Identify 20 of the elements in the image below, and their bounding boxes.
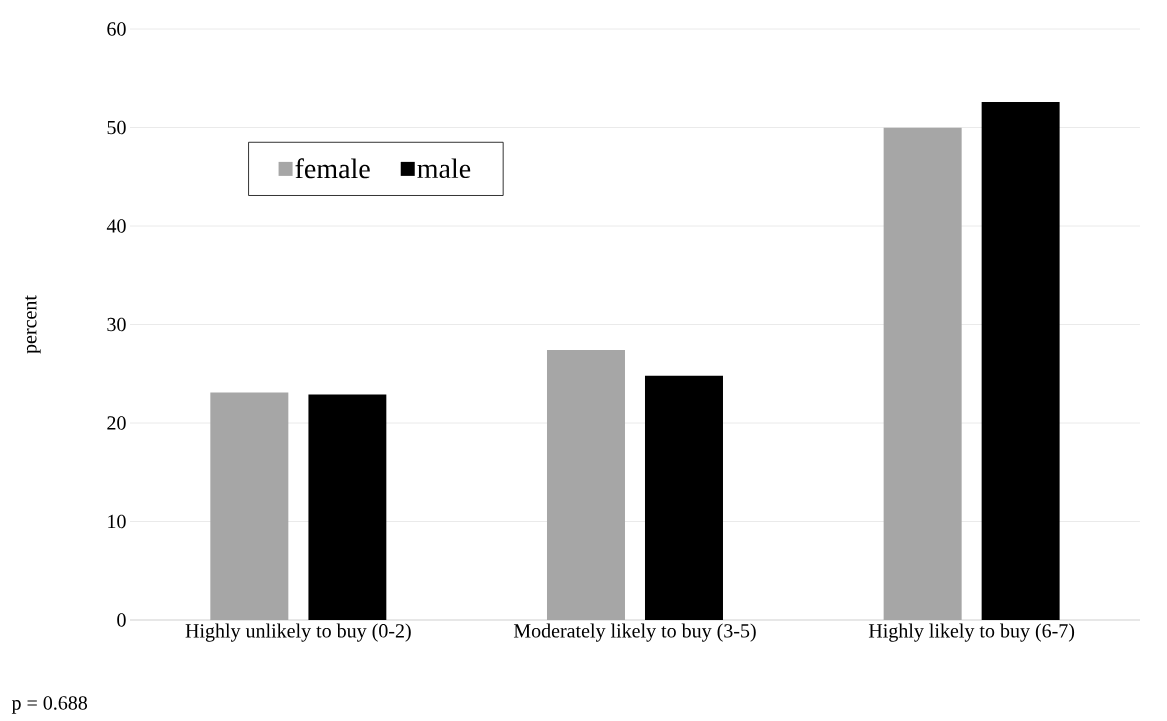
y-tick-label: 50 [107,120,126,135]
y-tick-label: 60 [107,22,126,36]
text: p = 0.688 [11,696,88,714]
x-tick-label: Highly likely to buy (6-7) [868,623,1075,642]
x-tick-label: Highly unlikely to buy (0-2) [185,623,411,642]
bar [546,350,625,620]
x-tick-label: Moderately likely to buy (3-5) [513,623,756,642]
bar [308,394,387,620]
bar [981,101,1060,620]
bar [883,127,962,620]
bar [644,375,723,620]
bar [210,392,289,620]
y-tick-label: 30 [107,317,126,332]
y-tick-label: 20 [107,416,126,430]
y-axis-title: percent [25,295,41,354]
y-tick-label: 0 [117,613,126,627]
y-tick-label: 10 [108,514,126,529]
legend-label: female [295,158,370,179]
legend-label: male [417,158,471,179]
y-tick-label: 40 [106,219,126,233]
